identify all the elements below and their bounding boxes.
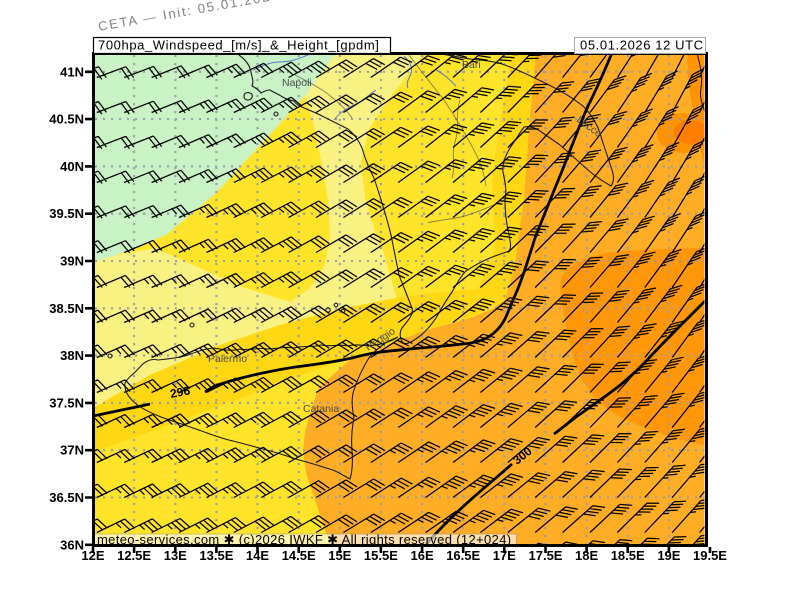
svg-text:17E: 17E	[493, 548, 516, 563]
svg-text:40.5N: 40.5N	[49, 112, 84, 127]
svg-text:18.5E: 18.5E	[611, 548, 645, 563]
svg-text:12E: 12E	[81, 548, 104, 563]
svg-text:37.5N: 37.5N	[49, 395, 84, 410]
svg-text:12.5E: 12.5E	[117, 548, 151, 563]
svg-text:16E: 16E	[411, 548, 434, 563]
svg-text:Napoli: Napoli	[282, 77, 312, 89]
svg-text:37N: 37N	[60, 443, 84, 458]
svg-text:19.5E: 19.5E	[693, 548, 727, 563]
svg-text:Palermo: Palermo	[208, 353, 247, 365]
svg-text:16.5E: 16.5E	[446, 548, 480, 563]
svg-text:36.5N: 36.5N	[49, 490, 84, 505]
svg-text:17.5E: 17.5E	[529, 548, 563, 563]
svg-text:15.5E: 15.5E	[364, 548, 398, 563]
svg-text:38N: 38N	[60, 348, 84, 363]
svg-text:41N: 41N	[60, 64, 84, 79]
svg-text:19E: 19E	[657, 548, 680, 563]
svg-text:13E: 13E	[164, 548, 187, 563]
svg-text:05.01.2026 12 UTC: 05.01.2026 12 UTC	[580, 38, 704, 53]
svg-text:14E: 14E	[246, 548, 269, 563]
svg-text:15E: 15E	[328, 548, 351, 563]
svg-text:meteo-services.com ✱ (c)2026 I: meteo-services.com ✱ (c)2026 IWKF ✱ All …	[97, 532, 511, 547]
svg-text:39N: 39N	[60, 254, 84, 269]
svg-text:36N: 36N	[60, 537, 84, 552]
svg-text:14.5E: 14.5E	[282, 548, 316, 563]
svg-text:700hpa_Windspeed_[m/s]_&_Heigh: 700hpa_Windspeed_[m/s]_&_Height_[gpdm]	[98, 38, 380, 53]
svg-text:13.5E: 13.5E	[199, 548, 233, 563]
svg-text:18E: 18E	[575, 548, 598, 563]
svg-text:296: 296	[169, 383, 192, 401]
svg-text:Bari: Bari	[462, 59, 481, 71]
svg-text:38.5N: 38.5N	[49, 301, 84, 316]
svg-text:39.5N: 39.5N	[49, 206, 84, 221]
svg-text:Catania: Catania	[303, 403, 339, 415]
svg-text:40N: 40N	[60, 159, 84, 174]
